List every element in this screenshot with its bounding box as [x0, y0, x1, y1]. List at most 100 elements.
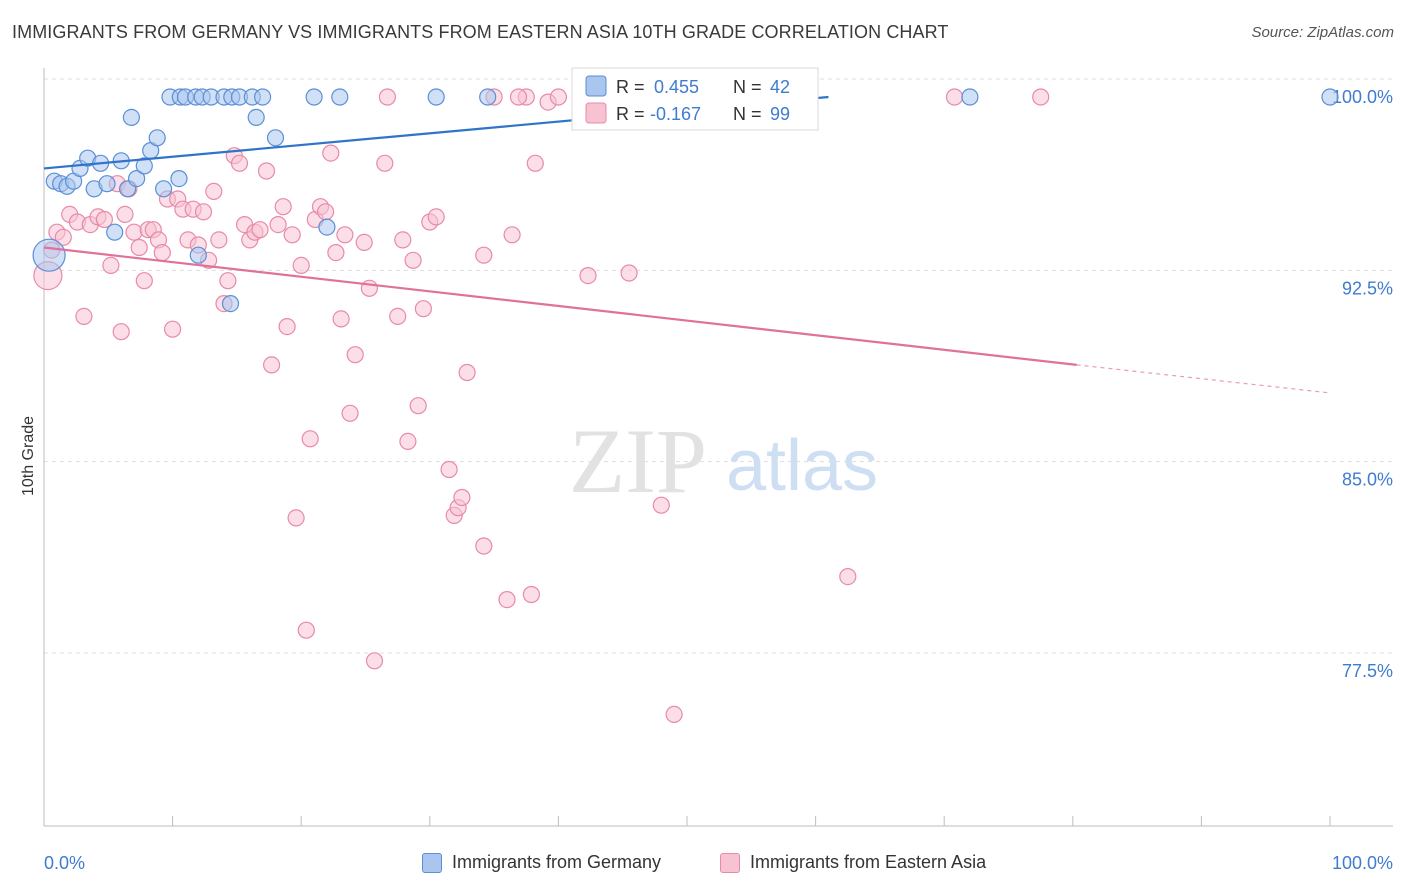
stats-legend-blue-swatch	[585, 75, 607, 97]
point-eastern-asia	[341, 404, 359, 422]
point-germany	[135, 157, 153, 175]
point-eastern-asia	[263, 356, 281, 374]
point-eastern-asia	[327, 244, 345, 262]
point-eastern-asia	[945, 88, 964, 106]
blue-n-value: 42	[770, 77, 790, 97]
point-eastern-asia	[458, 363, 476, 382]
chart-source: Source: ZipAtlas.com	[1251, 24, 1394, 41]
point-eastern-asia	[112, 323, 130, 341]
chart-title: IMMIGRANTS FROM GERMANY VS IMMIGRANTS FR…	[12, 22, 949, 42]
y-tick-label: 100.0%	[1332, 87, 1393, 107]
point-germany	[427, 88, 445, 106]
pink-n-label: N =	[733, 104, 762, 124]
point-eastern-asia	[278, 318, 296, 336]
point-eastern-asia	[365, 652, 384, 670]
point-eastern-asia	[399, 432, 417, 450]
axis-layer: 100.0% 92.5% 85.0% 77.5%	[43, 68, 1393, 827]
point-eastern-asia	[475, 246, 493, 264]
y-tick-label: 85.0%	[1342, 470, 1393, 490]
point-germany	[961, 88, 979, 106]
point-eastern-asia	[135, 272, 153, 290]
point-germany	[318, 218, 336, 236]
point-germany	[254, 88, 272, 106]
stats-legend-pink-swatch	[585, 102, 607, 124]
watermark: ZIP atlas	[569, 410, 878, 512]
point-eastern-asia	[360, 279, 378, 297]
point-germany	[266, 129, 285, 147]
point-eastern-asia	[522, 585, 541, 604]
point-eastern-asia	[269, 216, 287, 234]
point-eastern-asia	[205, 182, 223, 200]
point-eastern-asia	[251, 221, 269, 239]
point-eastern-asia	[346, 346, 364, 364]
point-eastern-asia	[95, 210, 114, 229]
point-eastern-asia	[579, 267, 597, 285]
point-eastern-asia	[130, 238, 148, 257]
point-eastern-asia	[394, 231, 412, 249]
point-eastern-asia	[475, 537, 493, 555]
point-germany	[247, 108, 265, 127]
blue-r-value: 0.455	[654, 77, 699, 97]
stats-legend-frame	[571, 67, 819, 131]
point-germany	[331, 88, 349, 106]
point-eastern-asia	[839, 567, 857, 586]
point-eastern-asia	[376, 154, 394, 172]
point-eastern-asia	[194, 203, 213, 221]
point-germany	[1321, 88, 1339, 106]
point-eastern-asia	[378, 88, 396, 106]
y-tick-label: 77.5%	[1342, 661, 1393, 681]
point-eastern-asia	[620, 264, 638, 282]
point-eastern-asia	[54, 228, 72, 246]
point-eastern-asia	[526, 154, 544, 172]
watermark-atlas: atlas	[726, 426, 878, 506]
legend-label-eastern-asia: Immigrants from Eastern Asia	[750, 852, 987, 872]
blue-r-label: R =	[616, 77, 645, 97]
y-axis-label: 10th Grade	[20, 416, 37, 496]
point-eastern-asia	[230, 154, 249, 172]
pink-r-value: -0.167	[650, 104, 701, 124]
pink-r-label: R =	[616, 104, 645, 124]
trend-line-eastern-asia	[43, 246, 1077, 366]
point-eastern-asia	[440, 460, 458, 479]
point-eastern-asia	[498, 590, 516, 609]
y-tick-label: 92.5%	[1342, 278, 1393, 298]
point-germany	[122, 108, 140, 127]
point-germany	[189, 246, 207, 264]
pink-n-value: 99	[770, 104, 790, 124]
point-germany	[221, 295, 240, 313]
point-eastern-asia	[274, 198, 292, 216]
point-eastern-asia	[153, 244, 171, 262]
point-eastern-asia	[453, 488, 471, 507]
trend-layer	[43, 95, 1331, 394]
x-tick-label-min: 0.0%	[44, 853, 85, 873]
point-eastern-asia	[509, 88, 528, 106]
legend-item-germany[interactable]: Immigrants from Germany	[422, 852, 661, 873]
point-germany	[479, 88, 497, 106]
point-eastern-asia	[503, 226, 521, 244]
legend-item-eastern-asia[interactable]: Immigrants from Eastern Asia	[720, 852, 986, 873]
point-eastern-asia	[297, 621, 315, 639]
point-germany	[148, 129, 166, 147]
point-eastern-asia	[283, 226, 301, 244]
point-eastern-asia	[427, 208, 445, 226]
point-eastern-asia	[116, 205, 134, 223]
point-germany	[305, 88, 323, 106]
legend-swatch-germany	[422, 852, 442, 873]
points-layer	[32, 88, 1339, 724]
watermark-zip: ZIP	[569, 410, 707, 512]
point-eastern-asia	[404, 251, 422, 269]
point-eastern-asia	[102, 256, 120, 274]
blue-n-label: N =	[733, 77, 762, 97]
point-eastern-asia	[652, 496, 670, 514]
point-eastern-asia	[665, 705, 683, 724]
point-eastern-asia	[287, 509, 305, 527]
point-eastern-asia	[317, 203, 335, 221]
point-germany	[128, 170, 146, 188]
point-eastern-asia	[389, 307, 407, 325]
point-eastern-asia	[1032, 88, 1050, 106]
point-germany	[98, 175, 116, 193]
point-germany	[106, 223, 124, 241]
point-eastern-asia	[210, 231, 228, 249]
point-eastern-asia	[414, 300, 432, 318]
point-eastern-asia	[322, 144, 340, 162]
